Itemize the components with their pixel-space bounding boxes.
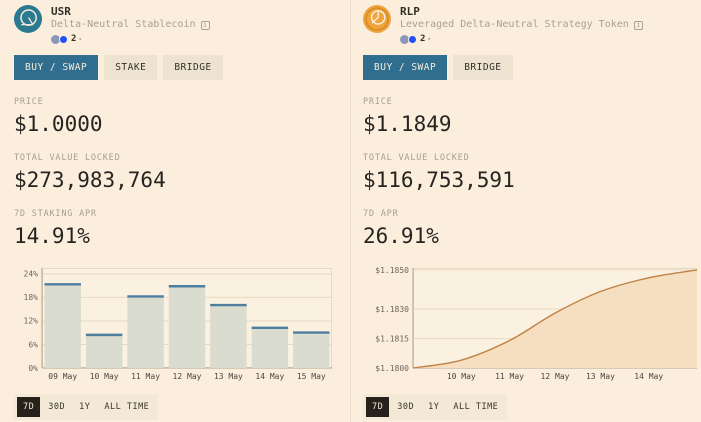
time-range-30d[interactable]: 30D — [42, 397, 71, 417]
time-range-7d[interactable]: 7D — [17, 397, 41, 417]
svg-text:12 May: 12 May — [173, 372, 202, 381]
rlp-panel: RLP Leveraged Delta-Neutral Strategy Tok… — [350, 0, 701, 422]
svg-text:14 May: 14 May — [634, 372, 663, 381]
rlp-token-header: RLP Leveraged Delta-Neutral Strategy Tok… — [363, 5, 701, 44]
base-chain-icon — [408, 34, 417, 44]
apr-stat: 7D STAKING APR 14.91% — [14, 209, 350, 248]
svg-text:11 May: 11 May — [495, 372, 524, 381]
chain-selector[interactable]: 2 ▾ — [400, 34, 643, 44]
svg-text:14 May: 14 May — [255, 372, 284, 381]
tvl-stat: TOTAL VALUE LOCKED $273,983,764 — [14, 153, 350, 192]
apr-value: 26.91% — [363, 224, 439, 248]
usr-token-header: USR Delta-Neutral Stablecoin i 2 ▾ — [14, 5, 350, 44]
svg-text:12 May: 12 May — [541, 372, 570, 381]
price-area-chart: $1.1800 $1.1815 $1.1830 $1.1850 10 May 11 May… — [363, 263, 701, 385]
tvl-stat: TOTAL VALUE LOCKED $116,753,591 — [363, 153, 701, 192]
time-range-7d[interactable]: 7D — [366, 397, 390, 417]
time-range-all-time[interactable]: ALL TIME — [98, 397, 155, 417]
time-range-all-time[interactable]: ALL TIME — [447, 397, 504, 417]
stake-button[interactable]: STAKE — [104, 55, 158, 80]
token-symbol: USR — [51, 5, 71, 18]
chain-selector[interactable]: 2 ▾ — [51, 34, 210, 44]
price-stat: PRICE $1.0000 — [14, 97, 350, 136]
buy-swap-button[interactable]: BUY / SWAP — [14, 55, 99, 80]
svg-text:12%: 12% — [24, 317, 39, 326]
rlp-token-logo-icon — [363, 5, 391, 33]
token-description: Leveraged Delta-Neutral Strategy Token — [400, 19, 629, 30]
usr-panel: USR Delta-Neutral Stablecoin i 2 ▾ BUY /… — [0, 0, 350, 422]
chevron-down-icon: ▾ — [78, 35, 83, 43]
price-label: PRICE — [14, 97, 44, 107]
bridge-button[interactable]: BRIDGE — [163, 55, 223, 80]
tvl-value: $116,753,591 — [363, 168, 515, 192]
apr-label: 7D APR — [363, 209, 399, 219]
ethereum-chain-icon — [51, 34, 60, 44]
tvl-label: TOTAL VALUE LOCKED — [14, 153, 121, 163]
time-range-selector: 7D 30D 1Y ALL TIME — [363, 394, 508, 420]
svg-text:13 May: 13 May — [214, 372, 243, 381]
buy-swap-button[interactable]: BUY / SWAP — [363, 55, 448, 80]
tvl-value: $273,983,764 — [14, 168, 166, 192]
info-icon[interactable]: i — [200, 20, 210, 30]
chain-count: 2 — [71, 34, 77, 44]
svg-text:11 May: 11 May — [131, 372, 160, 381]
price-stat: PRICE $1.1849 — [363, 97, 701, 136]
svg-text:24%: 24% — [24, 270, 39, 279]
rlp-token-meta: RLP Leveraged Delta-Neutral Strategy Tok… — [400, 5, 643, 44]
usr-token-logo-icon — [14, 5, 42, 33]
base-chain-icon — [59, 34, 68, 44]
time-range-30d[interactable]: 30D — [391, 397, 420, 417]
usr-action-buttons: BUY / SWAP STAKE BRIDGE — [14, 55, 350, 80]
price-value: $1.0000 — [14, 112, 103, 136]
usr-token-meta: USR Delta-Neutral Stablecoin i 2 ▾ — [51, 5, 210, 44]
apr-value: 14.91% — [14, 224, 90, 248]
svg-text:10 May: 10 May — [90, 372, 119, 381]
chain-count: 2 — [420, 34, 426, 44]
svg-text:$1.1800: $1.1800 — [375, 364, 409, 373]
info-icon[interactable]: i — [633, 20, 643, 30]
token-symbol: RLP — [400, 5, 420, 18]
ethereum-chain-icon — [400, 34, 409, 44]
svg-text:6%: 6% — [28, 340, 38, 349]
rlp-action-buttons: BUY / SWAP BRIDGE — [363, 55, 701, 80]
svg-text:15 May: 15 May — [297, 372, 326, 381]
svg-text:0%: 0% — [28, 364, 38, 373]
svg-text:$1.1830: $1.1830 — [375, 305, 409, 314]
bridge-button[interactable]: BRIDGE — [453, 55, 513, 80]
svg-text:09 May: 09 May — [48, 372, 77, 381]
svg-text:18%: 18% — [24, 293, 39, 302]
apr-stat: 7D APR 26.91% — [363, 209, 701, 248]
price-value: $1.1849 — [363, 112, 452, 136]
apr-label: 7D STAKING APR — [14, 209, 97, 219]
svg-text:$1.1815: $1.1815 — [375, 334, 409, 343]
tvl-label: TOTAL VALUE LOCKED — [363, 153, 470, 163]
svg-text:$1.1850: $1.1850 — [375, 266, 409, 275]
time-range-selector: 7D 30D 1Y ALL TIME — [14, 394, 159, 420]
time-range-1y[interactable]: 1Y — [73, 397, 96, 417]
svg-text:13 May: 13 May — [586, 372, 615, 381]
chevron-down-icon: ▾ — [427, 35, 432, 43]
time-range-1y[interactable]: 1Y — [422, 397, 445, 417]
price-label: PRICE — [363, 97, 393, 107]
svg-text:10 May: 10 May — [447, 372, 476, 381]
staking-apr-bar-chart: 0% 6% 12% 18% 24% 09 May 10 May 11 May 12 May 13 … — [14, 263, 350, 385]
token-description: Delta-Neutral Stablecoin — [51, 19, 196, 30]
